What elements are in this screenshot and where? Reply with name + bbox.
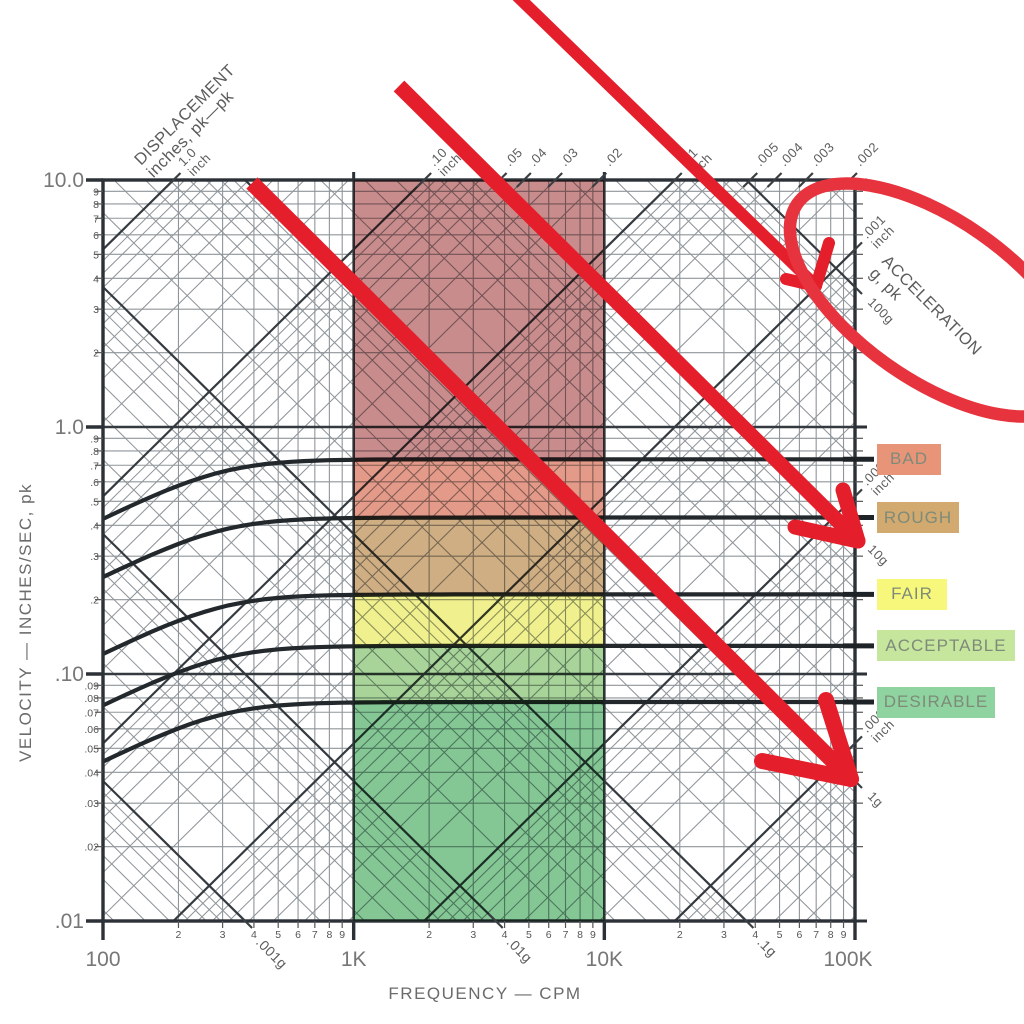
acceleration-value-label: 10g [865,542,892,569]
y-axis-minor-label: .03 [84,798,99,810]
severity-label-fair-text: FAIR [891,584,933,604]
y-axis-minor-label: 7 [93,213,99,225]
y-axis-tick-label: .01 [55,910,84,933]
severity-zone-band [353,645,605,703]
x-axis-minor-digit: 8 [577,929,583,941]
y-axis-minor-label: .05 [84,743,99,755]
x-axis-minor-digit: 6 [796,929,802,941]
displacement-value-label: .005 [752,139,782,169]
x-axis-minor-digit: 5 [777,929,783,941]
y-axis-minor-label: .3 [90,551,99,563]
x-axis-minor-digit: 8 [326,929,332,941]
y-axis-minor-label: 9 [93,186,99,198]
y-axis-minor-label: .9 [90,433,99,445]
y-axis-minor-label: 8 [93,199,99,211]
x-axis-minor-digit: 9 [841,929,847,941]
y-axis-minor-label: 4 [93,273,99,285]
x-axis-minor-digit: 2 [677,929,683,941]
displacement-value-label: .03 [557,145,581,169]
severity-label-bad: BAD [877,443,941,475]
y-axis-minor-label: .09 [84,680,99,692]
x-axis-tick-label: 10K [586,948,623,971]
severity-zone-band [353,594,605,646]
y-axis-title: VELOCITY — INCHES/SEC, pk [16,482,35,762]
severity-zones [353,180,605,921]
displacement-value-label: .04 [525,145,549,169]
severity-zone-band [353,702,605,921]
x-axis-minor-digit: 4 [752,929,758,941]
severity-label-desirable: DESIRABLE [877,686,995,718]
x-axis-minor-digit: 4 [251,929,257,941]
y-axis-minor-label: 3 [93,304,99,316]
y-axis-minor-label: .04 [84,767,99,779]
severity-label-rough: ROUGH [877,502,959,534]
y-axis-minor-label: .02 [84,842,99,854]
x-axis-minor-digit: 6 [295,929,301,941]
x-axis-title: FREQUENCY — CPM [388,984,582,1003]
x-axis-minor-digit: 2 [426,929,432,941]
x-axis-tick-label: 100K [823,948,872,971]
y-axis-minor-label: .2 [90,595,99,607]
x-axis-tick-label: 100 [85,948,120,971]
y-axis-minor-label: 2 [93,348,99,360]
x-axis-minor-digit: 3 [220,929,226,941]
x-axis-minor-digit: 8 [828,929,834,941]
x-axis-minor-digit: 7 [312,929,318,941]
red-arrow-3-annotation [246,177,859,787]
y-axis-tick-label: 10.0 [43,169,84,192]
y-axis-minor-label: .8 [90,446,99,458]
y-axis-minor-label: .4 [90,520,99,532]
severity-label-desirable-text: DESIRABLE [883,692,989,712]
displacement-value-label: .002 [851,139,881,169]
x-axis-minor-digit: 9 [339,929,345,941]
y-axis-tick-label: .10 [55,663,84,686]
x-axis-minor-digit: 4 [502,929,508,941]
severity-label-bad-text: BAD [890,449,928,469]
severity-zone-band [353,517,605,595]
y-axis-minor-label: .07 [84,707,99,719]
x-axis-minor-digit: 9 [590,929,596,941]
x-axis-minor-digit: 7 [563,929,569,941]
y-axis-minor-label: 5 [93,249,99,261]
y-axis-minor-label: .5 [90,496,99,508]
y-axis-minor-label: .06 [84,724,99,736]
displacement-value-label: .004 [776,139,806,169]
severity-label-acceptable: ACCEPTABLE [877,630,1015,662]
y-axis-tick-label: 1.0 [55,416,84,439]
acceleration-ellipse-annotation [783,177,1024,423]
y-axis-minor-label: .7 [90,460,99,472]
x-axis-minor-digit: 5 [275,929,281,941]
red-arrow-2-annotation [393,80,866,549]
displacement-value-label: .003 [807,139,837,169]
acceleration-value-label: .001g [253,934,291,972]
x-axis-minor-digit: 3 [721,929,727,941]
x-axis-tick-label: 1K [341,948,367,971]
severity-label-acceptable-text: ACCEPTABLE [885,635,1007,655]
x-axis-minor-digit: 5 [526,929,532,941]
y-axis-minor-label: .6 [90,477,99,489]
severity-label-fair: FAIR [877,578,947,610]
x-axis-minor-digit: 6 [546,929,552,941]
red-annotations [246,0,1024,787]
acceleration-value-label: 1g [865,789,887,811]
y-axis-minor-label: .08 [84,693,99,705]
displacement-value-label: .02 [601,145,625,169]
severity-label-rough-text: ROUGH [883,507,953,527]
displacement-value-label: .05 [501,145,525,169]
x-axis-minor-digit: 7 [813,929,819,941]
x-axis-minor-digit: 2 [176,929,182,941]
displacement-value-label: .001inch [859,212,899,252]
x-axis-minor-digit: 3 [470,929,476,941]
y-axis-minor-label: 6 [93,230,99,242]
